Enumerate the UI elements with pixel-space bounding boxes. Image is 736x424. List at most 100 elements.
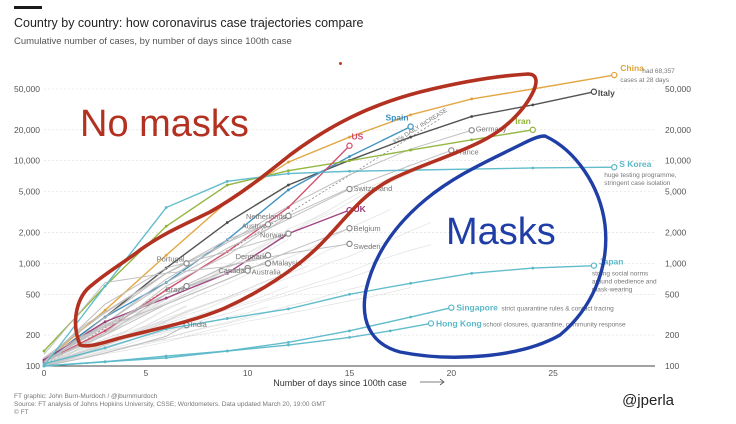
credit-line-1: FT graphic: John Burn-Murdoch / @jburnmu… [14,393,158,400]
japan-note-1: strong social norms [592,271,649,278]
data-point [225,183,229,187]
series-end-marker [285,212,292,220]
series-line-brazil [43,285,187,359]
data-point [287,340,290,344]
x-tick-label: 15 [345,368,355,378]
data-point [103,360,107,364]
x-axis-label: Number of days since 100th case [273,378,407,388]
series-end-marker [590,88,598,95]
series-labels: China Italy Spain Germany Iran US France Switze… [157,63,652,329]
data-point [388,329,392,333]
data-point [470,271,474,275]
data-point [531,266,535,270]
series-end-marker [264,252,272,259]
background-line [43,270,370,367]
no-masks-outline [73,72,538,348]
y-tick-label-left: 50,000 [14,84,40,94]
series-label: Netherlands [246,212,287,221]
japan-note-3: mask-wearing [592,287,633,294]
y-tick-label-left: 500 [26,289,40,299]
data-point [164,296,168,300]
series-end-marker [183,260,190,267]
data-point [164,288,168,292]
x-tick-label: 20 [447,368,457,378]
y-tick-label-right: 2,000 [665,227,687,237]
series-line-portugal [43,262,187,363]
data-point [164,224,168,228]
series-label: France [455,147,478,156]
series-end-marker [427,320,435,327]
data-point [42,349,46,353]
series-label: Japan [599,257,624,267]
data-point [225,221,229,224]
series-end-marker [244,267,251,274]
data-point [287,172,290,175]
series-label: Germany [476,124,507,133]
series-label: UK [354,204,367,214]
data-point [409,281,412,285]
chart-subtitle: Cumulative number of cases, by number of… [14,36,292,47]
data-point [164,206,168,209]
series-label: US [352,132,364,142]
series-label: Denmark [236,252,267,261]
background-line [43,209,391,367]
series-line-hong-kong [43,322,432,367]
series-label: Malaysia [272,258,302,267]
data-point [348,169,351,173]
series-end-marker [468,127,475,134]
hongkong-note: school closures, quarantine, community r… [483,321,626,328]
y-tick-label-left: 5,000 [19,187,41,197]
data-point [409,113,412,117]
series-line-norway [43,233,289,363]
series-label: Austria [242,221,266,230]
stray-dot [339,62,342,65]
series-label: Spain [385,113,408,123]
series-label: Iran [515,116,531,126]
author-handle: @jperla [622,392,674,409]
background-line [43,306,228,367]
y-tick-label-right: 10,000 [665,156,691,166]
header-rule [14,6,42,9]
series-label: Portugal [157,254,185,263]
series-end-marker [611,71,618,79]
background-line [43,164,432,367]
china-note-2: cases at 28 days [620,77,670,84]
data-point [531,166,535,170]
data-point [348,159,351,163]
y-tick-label-left: 1,000 [19,258,41,268]
data-point [287,160,290,164]
data-point [225,317,229,320]
data-point [348,155,351,158]
x-tick-label: 5 [143,368,148,378]
series-label: Brazil [166,285,185,294]
series-line-france [43,149,452,363]
skorea-note-1: huge testing programme, [604,172,676,179]
data-point [103,346,107,350]
data-point [225,349,229,353]
series-label: Hong Kong [436,318,482,328]
series-label: China [620,63,644,73]
data-point [103,329,107,333]
series-label: S Korea [619,159,651,169]
masks-label: Masks [446,211,556,253]
data-point [42,362,46,366]
y-tick-label-right: 5,000 [665,187,687,197]
series-label: Italy [598,88,615,98]
china-note-1: had 68,357 [642,68,675,75]
y-tick-label-left: 20,000 [14,125,40,135]
data-point [103,320,107,324]
series-end-marker [346,225,353,232]
data-point [287,307,290,311]
series-end-marker [183,282,190,290]
series-label: Singapore [456,303,498,313]
no-masks-label: No masks [80,103,249,145]
y-tick-label-right: 200 [665,330,679,340]
background-line [43,284,370,367]
background-line [43,287,411,367]
series-label: Australia [252,268,282,277]
data-point [287,183,290,187]
background-line [43,326,187,367]
data-point [531,103,535,107]
data-point [287,169,290,173]
